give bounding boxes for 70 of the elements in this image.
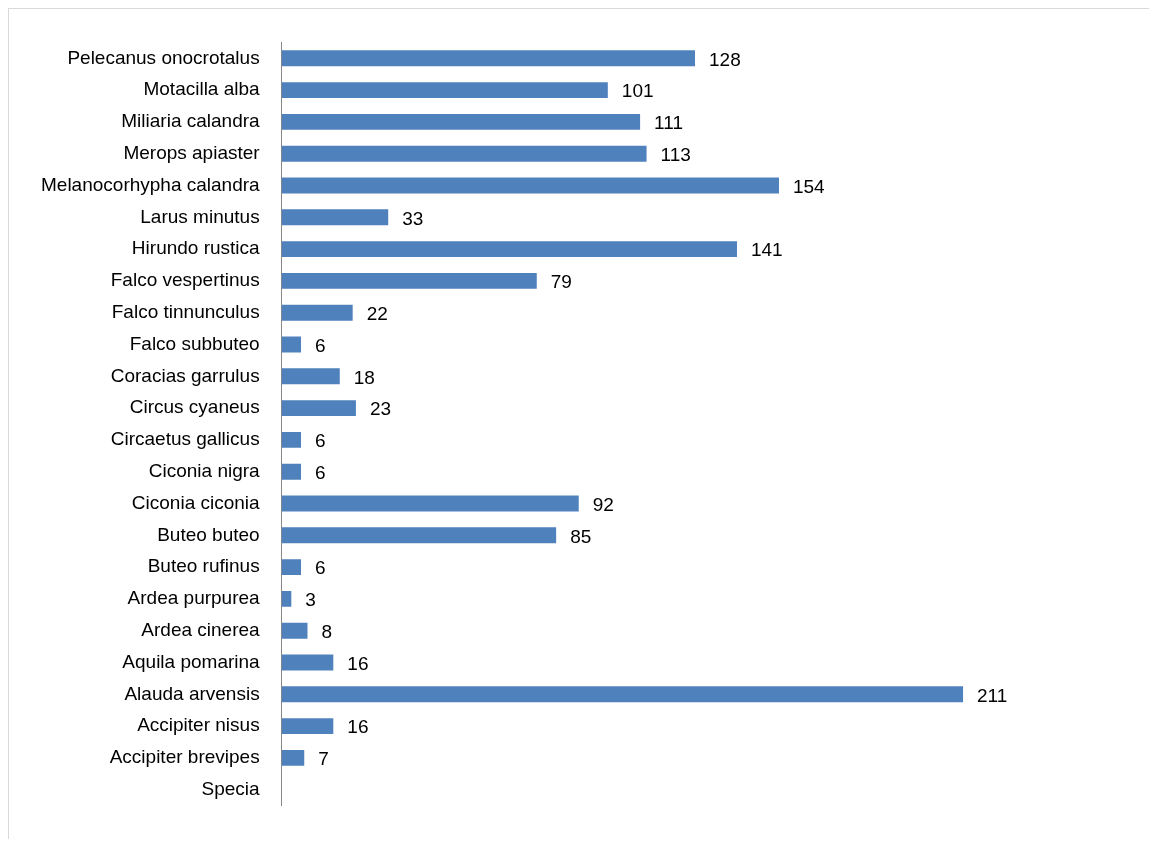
bar xyxy=(281,145,647,162)
data-label: 6 xyxy=(315,557,326,579)
y-tick-label: Falco vespertinus xyxy=(110,269,260,291)
y-tick-label: Buteo rufinus xyxy=(147,555,260,577)
y-tick-label: Ciconia ciconia xyxy=(131,491,261,513)
bar xyxy=(281,495,579,512)
y-tick-label: Pelecanus onocrotalus xyxy=(67,46,260,68)
data-label: 18 xyxy=(353,366,375,388)
bar xyxy=(281,590,292,607)
data-label: 211 xyxy=(977,684,1008,706)
y-tick-label: Ardea purpurea xyxy=(127,587,261,609)
data-label: 92 xyxy=(592,493,614,515)
data-label: 101 xyxy=(621,80,654,102)
y-tick-label: Circaetus gallicus xyxy=(110,428,260,450)
y-tick-label: Coracias garrulus xyxy=(110,364,260,386)
y-tick-label: Falco tinnunculus xyxy=(111,300,260,322)
bar xyxy=(281,368,340,385)
data-label: 7 xyxy=(318,748,329,770)
bar xyxy=(281,749,305,766)
y-tick-label: Accipiter brevipes xyxy=(109,746,260,768)
bar xyxy=(281,686,964,703)
data-label: 79 xyxy=(550,271,572,293)
data-label: 141 xyxy=(750,239,783,261)
data-label: 6 xyxy=(315,461,326,483)
bar xyxy=(281,113,641,130)
bar xyxy=(281,209,389,226)
bar xyxy=(281,431,302,448)
data-label: 22 xyxy=(366,302,388,324)
data-label: 154 xyxy=(792,175,826,197)
y-tick-label: Falco subbuteo xyxy=(129,332,260,354)
y-tick-label: Specia xyxy=(201,777,261,799)
y-tick-label: Alauda arvensis xyxy=(124,682,260,704)
y-tick-label: Buteo buteo xyxy=(157,523,260,545)
data-label: 113 xyxy=(660,143,691,165)
y-tick-label: Ardea cinerea xyxy=(141,618,261,640)
data-label: 8 xyxy=(321,620,333,642)
data-label: 6 xyxy=(315,334,326,356)
bar xyxy=(281,336,302,353)
y-tick-label: Merops apiaster xyxy=(123,141,261,163)
bar xyxy=(281,241,737,258)
y-tick-label: Accipiter nisus xyxy=(137,714,260,736)
bar xyxy=(281,463,302,480)
data-label: 16 xyxy=(347,652,369,674)
bar xyxy=(281,527,557,544)
data-label: 33 xyxy=(402,207,424,229)
bar xyxy=(281,622,308,639)
y-tick-label: Motacilla alba xyxy=(143,78,261,100)
bar xyxy=(281,272,537,289)
bar xyxy=(281,82,608,99)
bar xyxy=(281,177,779,194)
bar xyxy=(281,718,334,735)
y-tick-label: Melanocorhypha calandra xyxy=(41,173,261,195)
bar xyxy=(281,654,334,671)
data-label: 3 xyxy=(305,589,316,611)
y-tick-label: Ciconia nigra xyxy=(148,459,261,481)
y-tick-label: Larus minutus xyxy=(140,205,260,227)
data-label: 23 xyxy=(369,398,392,420)
data-label: 16 xyxy=(347,716,369,738)
bar xyxy=(281,304,353,321)
y-tick-label: Circus cyaneus xyxy=(129,396,260,418)
bar xyxy=(281,559,302,576)
y-tick-label: Miliaria calandra xyxy=(121,110,261,132)
y-tick-label: Aquila pomarina xyxy=(122,650,261,672)
data-label: 111 xyxy=(654,112,683,134)
data-label: 6 xyxy=(315,430,326,452)
data-label: 128 xyxy=(709,48,741,70)
bar xyxy=(281,50,696,67)
data-label: 85 xyxy=(570,525,592,547)
bar xyxy=(281,400,356,417)
y-tick-label: Hirundo rustica xyxy=(131,237,261,259)
